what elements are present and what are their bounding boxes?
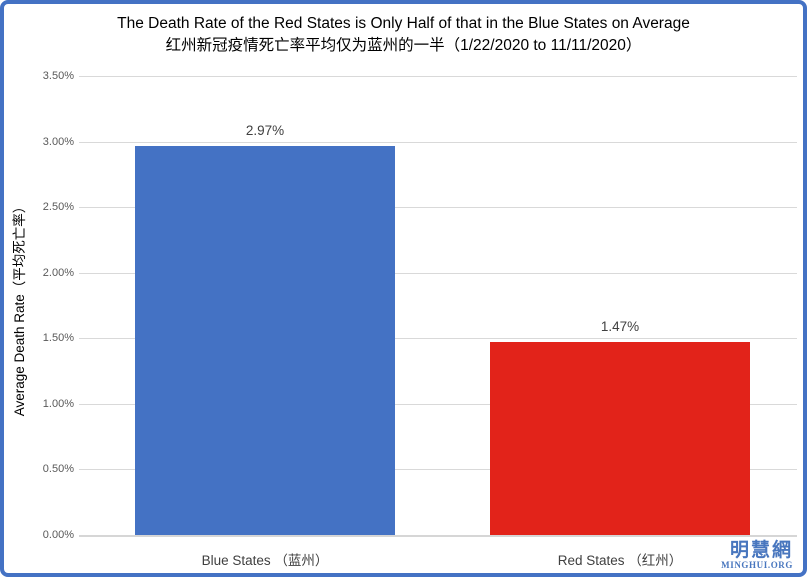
chart-title: The Death Rate of the Red States is Only… <box>4 13 803 57</box>
bar-blue-states <box>135 146 395 535</box>
gridline <box>79 76 797 77</box>
gridline <box>79 404 797 405</box>
y-tick-label: 2.50% <box>42 201 74 213</box>
chart-title-english: The Death Rate of the Red States is Only… <box>117 15 690 32</box>
gridline <box>79 469 797 470</box>
minghui-logo-chinese: 明慧網 <box>729 540 793 561</box>
gridline <box>79 338 797 339</box>
y-tick-label: 1.50% <box>42 332 74 344</box>
x-axis-baseline <box>79 535 797 537</box>
y-tick-label: 3.50% <box>42 70 74 82</box>
minghui-logo-domain: MINGHUI.ORG <box>721 560 793 570</box>
y-tick-label: 0.00% <box>42 529 74 541</box>
minghui-logo: 明慧網 MINGHUI.ORG <box>721 541 793 570</box>
y-tick-label: 3.00% <box>42 136 74 148</box>
gridline <box>79 273 797 274</box>
bar-red-states <box>490 342 750 535</box>
y-tick-label: 2.00% <box>42 267 74 279</box>
x-category-label: Red States （红州） <box>557 553 683 568</box>
gridline <box>79 142 797 143</box>
bar-value-label: 2.97% <box>245 123 285 138</box>
chart-title-chinese: 红州新冠疫情死亡率平均仅为蓝州的一半（1/22/2020 to 11/11/20… <box>165 37 642 54</box>
y-tick-label: 0.50% <box>42 463 74 475</box>
bar-value-label: 1.47% <box>600 319 640 334</box>
gridline <box>79 207 797 208</box>
x-category-label: Blue States （蓝州） <box>201 553 329 568</box>
y-tick-label: 1.00% <box>42 398 74 410</box>
